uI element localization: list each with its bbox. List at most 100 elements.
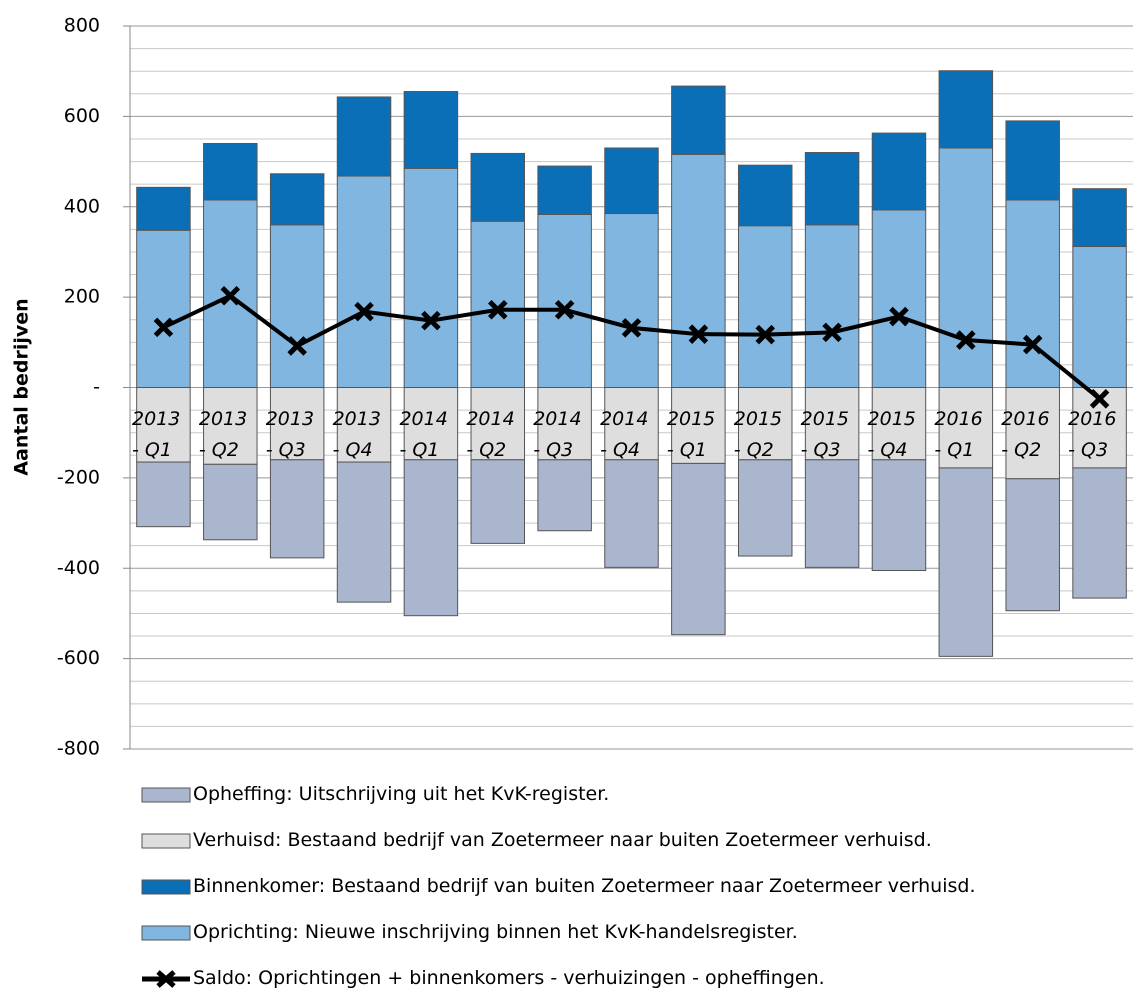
saldo-marker bbox=[1089, 389, 1110, 409]
bar bbox=[737, 387, 793, 461]
bar bbox=[336, 96, 392, 177]
y-tick-label: 200 bbox=[64, 286, 100, 308]
saldo-marker bbox=[220, 286, 241, 306]
bar bbox=[737, 459, 793, 557]
x-tick-label: 2016 - Q2 bbox=[1001, 408, 1050, 461]
bar bbox=[269, 173, 325, 226]
bar bbox=[604, 213, 659, 388]
saldo-marker bbox=[621, 318, 642, 338]
bar bbox=[1005, 478, 1060, 612]
bar bbox=[403, 387, 459, 461]
legend-marker bbox=[156, 970, 176, 988]
legend-label: Oprichting: Nieuwe inschrijving binnen h… bbox=[193, 921, 798, 943]
bar bbox=[203, 387, 258, 465]
bar bbox=[269, 387, 325, 461]
y-axis-label: Aantal bedrijven bbox=[11, 298, 33, 475]
bar bbox=[336, 175, 392, 388]
bar bbox=[871, 387, 927, 461]
legend-swatch bbox=[141, 833, 191, 849]
bar bbox=[1072, 246, 1127, 388]
x-tick-label: 2015 - Q2 bbox=[733, 408, 783, 461]
legend-swatch bbox=[141, 879, 191, 895]
y-tick-label: -800 bbox=[57, 738, 100, 760]
y-tick-label: - bbox=[93, 376, 100, 398]
bar bbox=[604, 459, 659, 568]
x-tick-label: 2015 - Q1 bbox=[666, 408, 716, 461]
saldo-marker bbox=[889, 306, 909, 327]
bar bbox=[269, 459, 325, 559]
x-tick-label: 2015 - Q3 bbox=[800, 408, 850, 461]
x-tick-label: 2016 - Q3 bbox=[1068, 408, 1117, 461]
x-tick-label: 2014 - Q4 bbox=[600, 408, 649, 461]
saldo-marker bbox=[688, 324, 709, 344]
saldo-marker bbox=[421, 310, 441, 331]
bar bbox=[203, 142, 258, 201]
x-tick-label: 2014 - Q2 bbox=[466, 408, 515, 461]
bar bbox=[938, 467, 994, 657]
x-tick-label: 2013 - Q2 bbox=[198, 408, 248, 461]
x-tick-label: 2014 - Q3 bbox=[533, 408, 582, 461]
bar bbox=[1005, 199, 1060, 388]
bar bbox=[671, 387, 726, 464]
bar bbox=[537, 387, 592, 461]
bar bbox=[1072, 188, 1127, 248]
saldo-marker bbox=[956, 330, 976, 350]
legend-label: Saldo: Oprichtingen + binnenkomers - ver… bbox=[193, 967, 825, 989]
y-tick-label: 800 bbox=[64, 15, 100, 37]
saldo-marker bbox=[554, 300, 575, 320]
bar bbox=[871, 132, 927, 211]
bar bbox=[537, 459, 592, 532]
bar bbox=[804, 387, 860, 461]
x-tick-label: 2013 - Q4 bbox=[332, 408, 381, 461]
bar bbox=[604, 147, 659, 215]
bar bbox=[403, 91, 459, 169]
bar bbox=[671, 462, 726, 636]
bar bbox=[136, 461, 191, 528]
y-tick-label: -400 bbox=[57, 557, 100, 579]
y-tick-label: 400 bbox=[64, 195, 100, 217]
legend-swatch bbox=[141, 787, 191, 803]
bar bbox=[136, 186, 191, 231]
saldo-marker bbox=[1022, 334, 1043, 355]
bar bbox=[804, 459, 860, 568]
saldo-marker bbox=[487, 300, 508, 320]
bar bbox=[136, 229, 191, 388]
bar bbox=[871, 209, 927, 388]
legend-label: Binnenkomer: Bestaand bedrijf van buiten… bbox=[193, 875, 976, 897]
bar bbox=[1072, 467, 1127, 599]
bar bbox=[737, 164, 793, 227]
bar bbox=[604, 387, 659, 461]
saldo-marker bbox=[153, 317, 174, 338]
bar bbox=[336, 461, 392, 603]
bar bbox=[269, 224, 325, 388]
bar bbox=[804, 224, 860, 388]
bar bbox=[537, 165, 592, 215]
saldo-marker bbox=[755, 324, 776, 345]
y-tick-label: 600 bbox=[64, 105, 100, 127]
bar bbox=[537, 213, 592, 388]
bar bbox=[470, 152, 526, 222]
legend-swatch bbox=[141, 925, 191, 941]
bar bbox=[671, 85, 726, 155]
bar bbox=[871, 459, 927, 572]
bar bbox=[804, 152, 860, 226]
legend-label: Verhuisd: Bestaand bedrijf van Zoetermee… bbox=[193, 829, 932, 851]
x-tick-label: 2014 - Q1 bbox=[399, 408, 448, 461]
bar bbox=[938, 147, 994, 388]
bar bbox=[938, 70, 994, 149]
x-tick-label: 2016 - Q1 bbox=[934, 408, 983, 461]
y-tick-label: -600 bbox=[57, 647, 100, 669]
saldo-marker bbox=[354, 301, 374, 322]
x-tick-label: 2015 - Q4 bbox=[867, 408, 916, 461]
bar bbox=[470, 387, 526, 461]
bar bbox=[403, 167, 459, 388]
bar bbox=[737, 225, 793, 388]
bar bbox=[470, 459, 526, 544]
bar bbox=[1005, 387, 1060, 480]
bar bbox=[470, 220, 526, 388]
x-tick-label: 2013 - Q3 bbox=[265, 408, 315, 461]
saldo-marker bbox=[287, 336, 307, 356]
bar bbox=[671, 153, 726, 388]
x-tick-label: 2013 - Q1 bbox=[132, 408, 181, 461]
